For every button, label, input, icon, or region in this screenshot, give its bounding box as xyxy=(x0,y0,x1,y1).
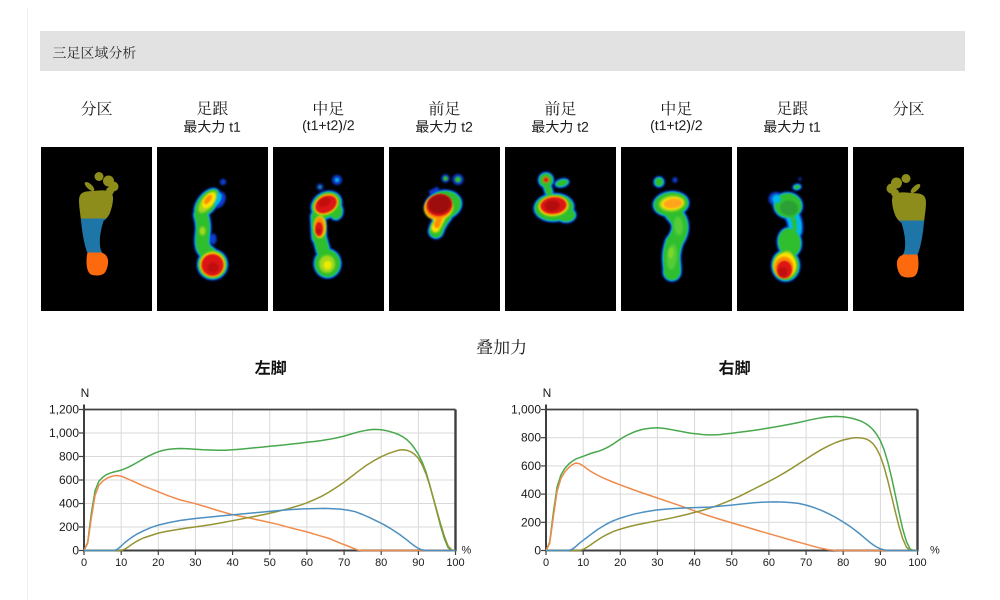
svg-text:50: 50 xyxy=(726,557,738,569)
svg-text:0: 0 xyxy=(543,557,549,569)
svg-text:800: 800 xyxy=(521,431,541,445)
svg-text:10: 10 xyxy=(115,557,127,569)
svg-text:40: 40 xyxy=(226,557,238,569)
svg-text:N: N xyxy=(81,386,90,400)
svg-text:0: 0 xyxy=(81,557,87,569)
svg-text:20: 20 xyxy=(152,557,164,569)
svg-text:60: 60 xyxy=(763,557,775,569)
svg-text:0: 0 xyxy=(534,544,541,558)
svg-text:90: 90 xyxy=(874,557,886,569)
svg-text:80: 80 xyxy=(837,557,849,569)
svg-text:70: 70 xyxy=(800,557,812,569)
svg-text:600: 600 xyxy=(521,459,541,473)
svg-text:10: 10 xyxy=(577,557,589,569)
svg-text:40: 40 xyxy=(688,557,700,569)
svg-text:90: 90 xyxy=(412,557,424,569)
svg-text:20: 20 xyxy=(614,557,626,569)
svg-text:%: % xyxy=(462,545,472,557)
svg-text:1,200: 1,200 xyxy=(49,403,79,417)
svg-text:80: 80 xyxy=(375,557,387,569)
svg-text:50: 50 xyxy=(264,557,276,569)
svg-text:600: 600 xyxy=(59,473,79,487)
svg-text:400: 400 xyxy=(521,487,541,501)
svg-text:0: 0 xyxy=(72,544,79,558)
svg-text:800: 800 xyxy=(59,450,79,464)
svg-text:200: 200 xyxy=(521,515,541,529)
svg-text:30: 30 xyxy=(651,557,663,569)
svg-text:70: 70 xyxy=(338,557,350,569)
svg-text:200: 200 xyxy=(59,520,79,534)
svg-text:1,000: 1,000 xyxy=(49,426,79,440)
svg-text:60: 60 xyxy=(301,557,313,569)
svg-text:30: 30 xyxy=(189,557,201,569)
svg-text:100: 100 xyxy=(446,557,464,569)
svg-text:400: 400 xyxy=(59,497,79,511)
svg-text:%: % xyxy=(930,545,940,557)
svg-text:N: N xyxy=(543,386,552,400)
svg-text:1,000: 1,000 xyxy=(511,403,541,417)
svg-text:100: 100 xyxy=(908,557,926,569)
